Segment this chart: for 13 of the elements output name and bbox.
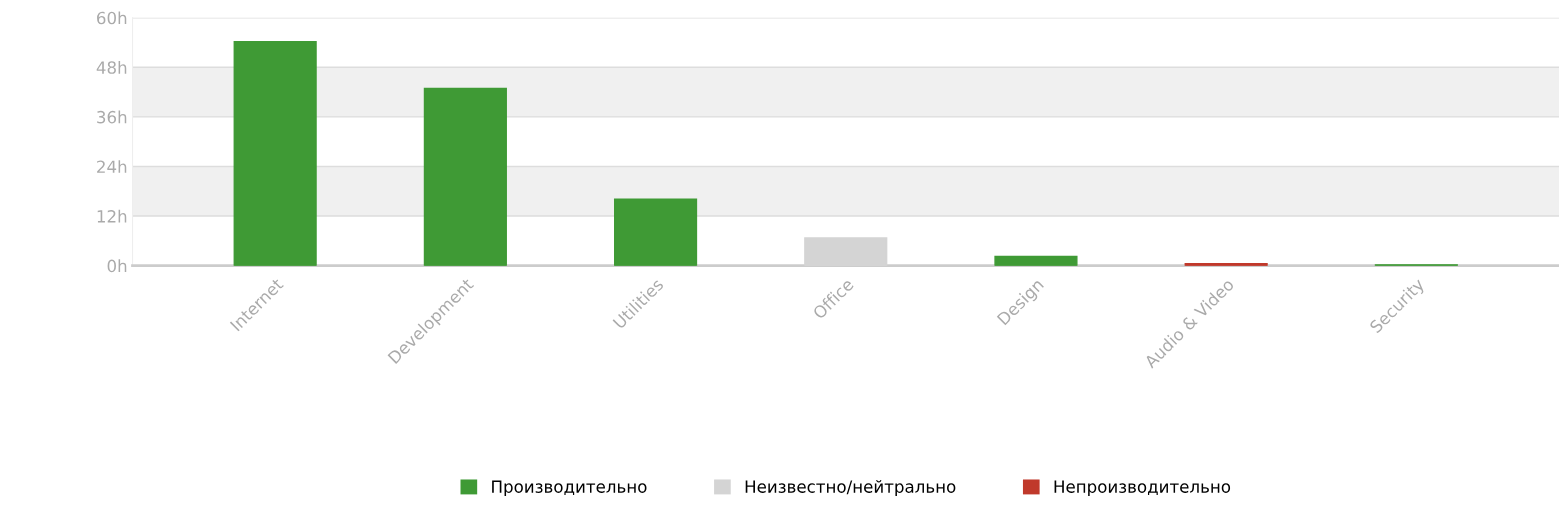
y-tick-label: 12h [97, 209, 127, 223]
y-tick-label: 48h [96, 60, 127, 74]
legend-label: Производительно [492, 480, 647, 497]
y-tick-label: 24h [97, 160, 127, 173]
y-tick-label: 36h [97, 110, 127, 124]
bar [994, 255, 1078, 266]
bar [233, 40, 317, 266]
bar [423, 87, 507, 266]
legend-label: Непроизводительно [1054, 480, 1231, 497]
y-tick-label: 0h [107, 259, 127, 273]
bar [613, 198, 698, 266]
legend-label: Неизвестно/нейтрально [745, 480, 956, 497]
y-tick-label: 60h [97, 11, 127, 25]
